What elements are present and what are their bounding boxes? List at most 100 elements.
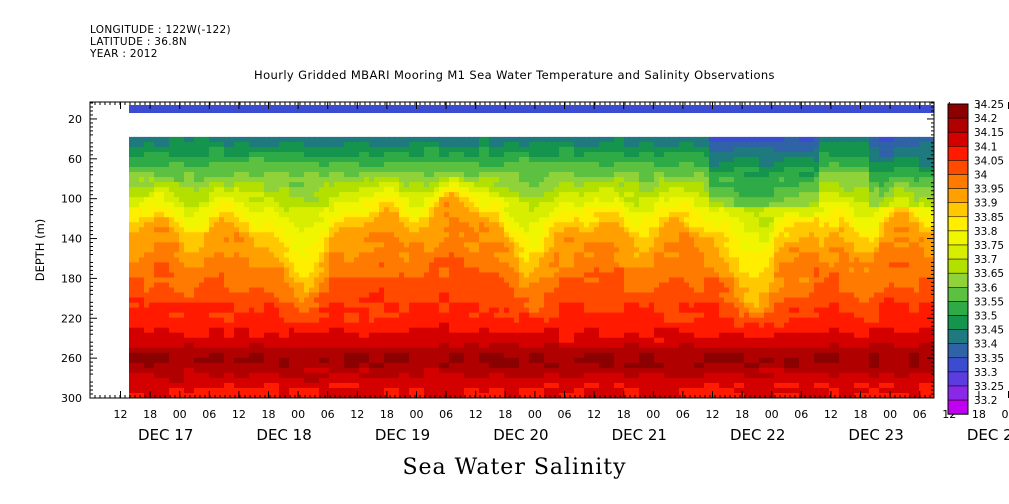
heatmap-cell: [419, 197, 425, 203]
heatmap-cell: [394, 151, 400, 158]
heatmap-cell: [729, 267, 735, 274]
heatmap-cell: [234, 197, 240, 203]
heatmap-cell: [314, 267, 320, 274]
heatmap-cell: [559, 146, 565, 153]
heatmap-cell: [204, 146, 210, 153]
heatmap-cell: [389, 272, 395, 279]
heatmap-cell: [334, 237, 340, 243]
heatmap-cell: [174, 217, 180, 223]
heatmap-cell: [409, 262, 415, 269]
heatmap-cell: [619, 242, 625, 248]
heatmap-cell: [579, 277, 585, 284]
heatmap-cell: [344, 212, 350, 218]
heatmap-cell: [734, 272, 740, 279]
heatmap-cell: [649, 192, 655, 198]
heatmap-cell: [609, 136, 615, 143]
heatmap-cell: [559, 267, 565, 274]
heatmap-cell: [504, 212, 510, 218]
heatmap-cell: [649, 202, 655, 208]
heatmap-cell: [659, 232, 665, 238]
heatmap-cell: [419, 207, 425, 213]
heatmap-cell: [284, 287, 290, 294]
heatmap-cell: [214, 151, 220, 158]
heatmap-cell: [624, 262, 630, 269]
heatmap-cell: [204, 141, 210, 148]
heatmap-cell: [589, 242, 595, 248]
heatmap-cell: [739, 217, 745, 223]
heatmap-cell: [479, 247, 485, 253]
heatmap-cell: [604, 227, 610, 233]
heatmap-cell: [784, 172, 790, 178]
heatmap-cell: [789, 192, 795, 198]
heatmap-cell: [194, 227, 200, 233]
heatmap-cell: [349, 272, 355, 279]
heatmap-cell: [569, 167, 575, 173]
heatmap-cell: [169, 146, 175, 153]
heatmap-cell: [319, 287, 325, 294]
heatmap-cell: [169, 202, 175, 208]
heatmap-cell: [454, 247, 460, 253]
heatmap-cell: [749, 262, 755, 269]
heatmap-cell: [249, 237, 255, 243]
heatmap-cell: [134, 156, 140, 163]
heatmap-cell: [879, 177, 885, 183]
heatmap-cell: [474, 192, 480, 198]
heatmap-cell: [644, 267, 650, 274]
heatmap-cell: [459, 146, 465, 153]
heatmap-cell: [549, 202, 555, 208]
heatmap-cell: [484, 242, 490, 248]
heatmap-cell: [889, 217, 895, 223]
heatmap-cell: [394, 217, 400, 223]
heatmap-cell: [189, 151, 195, 158]
heatmap-cell: [464, 227, 470, 233]
heatmap-cell: [339, 161, 345, 168]
heatmap-cell: [244, 242, 250, 248]
heatmap-cell: [339, 222, 345, 228]
heatmap-cell: [679, 192, 685, 198]
heatmap-cell: [204, 161, 210, 168]
heatmap-cell: [179, 262, 185, 269]
heatmap-cell: [919, 167, 925, 173]
heatmap-cell: [279, 182, 285, 188]
heatmap-cell: [269, 202, 275, 208]
heatmap-cell: [144, 282, 150, 289]
heatmap-cell: [909, 207, 915, 213]
heatmap-cell: [709, 247, 715, 253]
heatmap-cell: [689, 257, 695, 264]
heatmap-cell: [384, 156, 390, 163]
heatmap-cell: [479, 227, 485, 233]
heatmap-cell: [439, 282, 445, 289]
heatmap-cell: [239, 151, 245, 158]
heatmap-cell: [349, 212, 355, 218]
heatmap-cell: [519, 277, 525, 284]
heatmap-cell: [844, 182, 850, 188]
heatmap-cell: [899, 267, 905, 274]
heatmap-cell: [364, 272, 370, 279]
heatmap-cell: [589, 222, 595, 228]
heatmap-cell: [774, 272, 780, 279]
heatmap-cell: [354, 167, 360, 173]
heatmap-cell: [879, 252, 885, 258]
heatmap-cell: [289, 242, 295, 248]
heatmap-cell: [679, 287, 685, 294]
heatmap-cell: [564, 207, 570, 213]
heatmap-cell: [869, 141, 875, 148]
heatmap-cell: [684, 156, 690, 163]
heatmap-cell: [504, 257, 510, 264]
heatmap-cell: [249, 267, 255, 274]
heatmap-cell: [849, 172, 855, 178]
heatmap-cell: [459, 272, 465, 279]
heatmap-cell: [854, 136, 860, 143]
heatmap-cell: [374, 197, 380, 203]
heatmap-cell: [669, 202, 675, 208]
heatmap-cell: [309, 161, 315, 168]
heatmap-cell: [594, 192, 600, 198]
heatmap-cell: [384, 212, 390, 218]
heatmap-cell: [724, 156, 730, 163]
heatmap-cell: [179, 151, 185, 158]
heatmap-cell: [754, 247, 760, 253]
heatmap-cell: [384, 262, 390, 269]
heatmap-cell: [849, 156, 855, 163]
heatmap-cell: [494, 146, 500, 153]
heatmap-cell: [439, 227, 445, 233]
